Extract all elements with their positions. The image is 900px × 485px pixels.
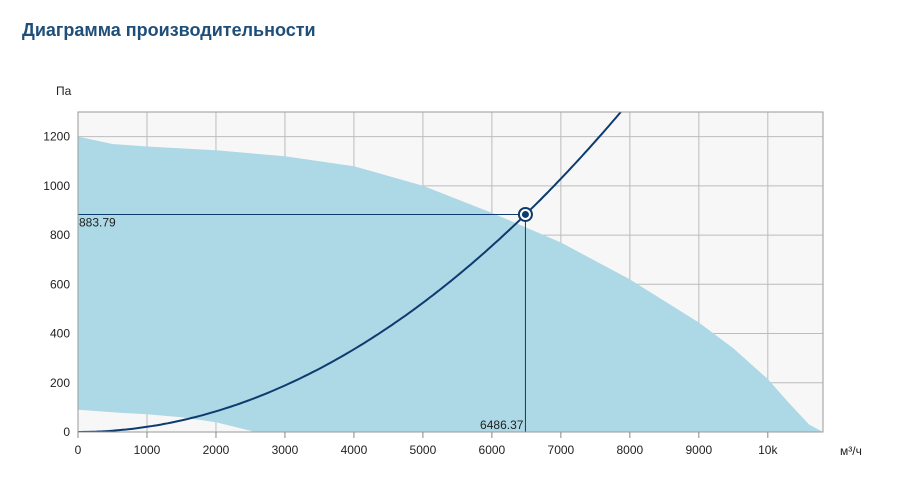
page-title: Диаграмма производительности [22,20,316,40]
y-tick-label: 800 [50,228,70,242]
operating-point-y-label: 883.79 [79,215,116,229]
x-tick-label: 4000 [341,443,368,457]
x-tick-label: 6000 [479,443,506,457]
x-tick-label: 0 [75,443,82,457]
x-tick-label: 10k [758,443,778,457]
x-tick-label: 3000 [272,443,299,457]
x-axis-label: м³/ч [840,444,862,458]
operating-point-dot [521,210,529,218]
performance-area [78,136,823,432]
y-tick-label: 200 [50,376,70,390]
y-axis-ticks: 0 200 400 600 800 1000 1200 [43,130,70,439]
x-tick-label: 5000 [410,443,437,457]
y-tick-label: 0 [63,425,70,439]
operating-point-lines [78,213,526,432]
x-tick-label: 2000 [203,443,230,457]
x-tick-label: 7000 [548,443,575,457]
plot-border [77,111,824,433]
operating-point-marker[interactable] [517,206,533,222]
operating-point-x-label: 6486.37 [480,418,524,432]
system-curve-line [78,112,623,432]
y-tick-label: 600 [50,277,70,291]
y-axis-label: Па [56,84,72,98]
y-tick-label: 1200 [43,130,70,144]
y-tick-label: 1000 [43,179,70,193]
x-tick-label: 1000 [134,443,161,457]
x-tick-label: 8000 [617,443,644,457]
y-tick-label: 400 [50,327,70,341]
x-tick-label: 9000 [685,443,712,457]
x-axis-ticks: 0 1000 2000 3000 4000 5000 6000 7000 8000 9000 10k [75,432,778,457]
